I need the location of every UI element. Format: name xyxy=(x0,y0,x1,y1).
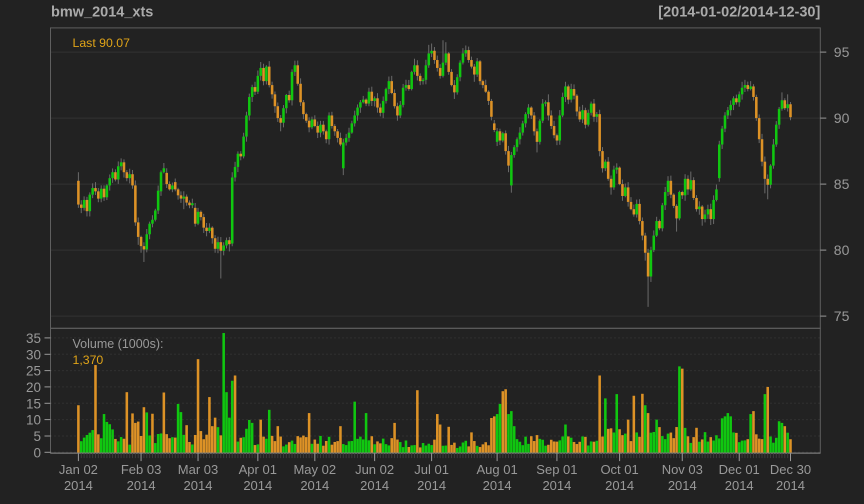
svg-text:Dec 01: Dec 01 xyxy=(719,462,760,477)
svg-text:80: 80 xyxy=(834,242,850,258)
svg-text:Last 90.07: Last 90.07 xyxy=(73,36,131,50)
svg-text:2014: 2014 xyxy=(360,478,389,493)
svg-text:2014: 2014 xyxy=(483,478,512,493)
svg-text:2014: 2014 xyxy=(605,478,634,493)
svg-text:2014: 2014 xyxy=(725,478,754,493)
svg-text:Oct 01: Oct 01 xyxy=(600,462,638,477)
svg-text:35: 35 xyxy=(26,331,41,346)
svg-text:Jun 02: Jun 02 xyxy=(355,462,394,477)
svg-text:2014: 2014 xyxy=(668,478,697,493)
svg-text:May 02: May 02 xyxy=(293,462,336,477)
svg-text:bmw_2014_xts: bmw_2014_xts xyxy=(51,5,153,21)
svg-text:2014: 2014 xyxy=(776,478,805,493)
svg-text:2014: 2014 xyxy=(127,478,156,493)
svg-text:Volume (1000s):: Volume (1000s): xyxy=(73,337,164,351)
svg-text:Jul 01: Jul 01 xyxy=(414,462,449,477)
svg-text:Dec 30: Dec 30 xyxy=(770,462,811,477)
svg-text:75: 75 xyxy=(834,308,850,324)
svg-text:5: 5 xyxy=(33,429,41,444)
svg-text:25: 25 xyxy=(26,364,41,379)
svg-text:90: 90 xyxy=(834,110,850,126)
svg-text:10: 10 xyxy=(26,413,41,428)
svg-text:1,370: 1,370 xyxy=(73,353,104,367)
svg-text:Mar 03: Mar 03 xyxy=(178,462,218,477)
svg-text:2014: 2014 xyxy=(243,478,272,493)
svg-text:95: 95 xyxy=(834,44,850,60)
svg-text:Aug 01: Aug 01 xyxy=(476,462,517,477)
svg-text:2014: 2014 xyxy=(64,478,93,493)
svg-text:2014: 2014 xyxy=(542,478,571,493)
svg-text:2014: 2014 xyxy=(417,478,446,493)
svg-text:20: 20 xyxy=(26,380,41,395)
svg-text:Sep 01: Sep 01 xyxy=(536,462,577,477)
svg-text:Nov 03: Nov 03 xyxy=(662,462,703,477)
svg-text:2014: 2014 xyxy=(300,478,329,493)
svg-text:15: 15 xyxy=(26,396,41,411)
svg-text:2014: 2014 xyxy=(184,478,213,493)
svg-text:Jan 02: Jan 02 xyxy=(59,462,98,477)
svg-text:Apr 01: Apr 01 xyxy=(239,462,277,477)
svg-text:85: 85 xyxy=(834,176,850,192)
svg-text:[2014-01-02/2014-12-30]: [2014-01-02/2014-12-30] xyxy=(658,5,820,21)
svg-text:Feb 03: Feb 03 xyxy=(121,462,161,477)
svg-text:0: 0 xyxy=(33,445,41,460)
svg-text:30: 30 xyxy=(26,347,41,362)
